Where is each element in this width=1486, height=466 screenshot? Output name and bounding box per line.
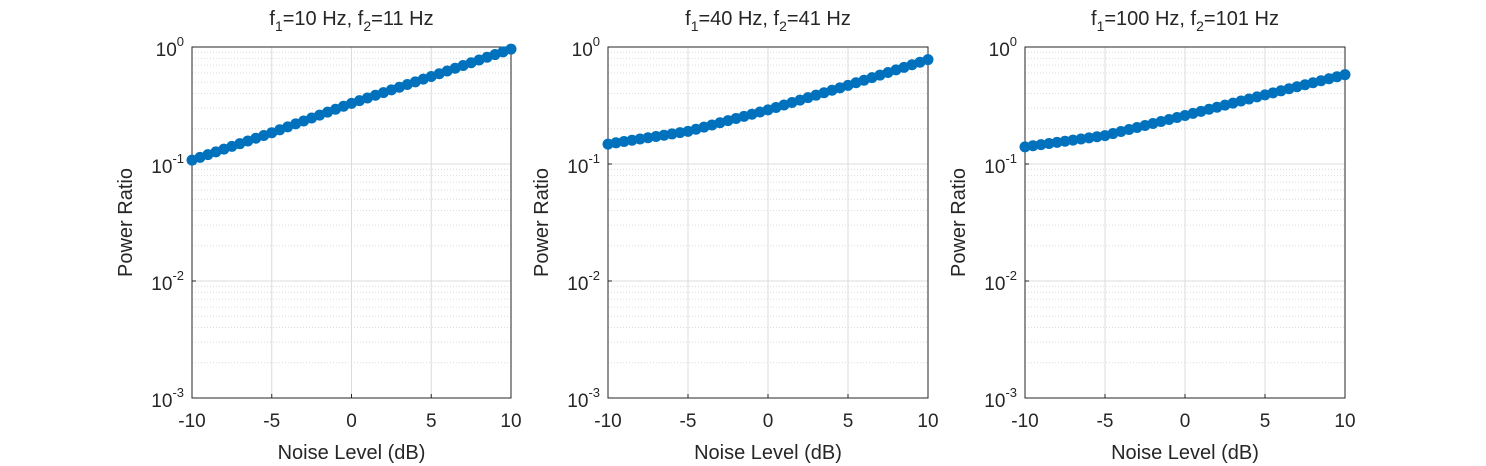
x-tick-label: -5 <box>1097 411 1114 432</box>
y-tick-label: 10-3 <box>567 385 600 412</box>
x-tick-label: -10 <box>178 411 205 432</box>
title-f1-value: =40 Hz, <box>699 8 774 30</box>
title-f2-value: =11 Hz <box>371 8 433 30</box>
title-f1-label: f <box>1091 8 1097 30</box>
y-tick-label: 10-3 <box>151 385 184 412</box>
x-tick-label: 10 <box>500 411 521 432</box>
x-axis-label: Noise Level (dB) <box>694 442 842 464</box>
data-point <box>505 43 517 55</box>
title-f1-subscript: 1 <box>275 18 283 34</box>
y-tick-label: 10-1 <box>151 151 184 178</box>
title-f2-value: =101 Hz <box>1204 8 1279 30</box>
title-f2-label: f <box>358 8 364 30</box>
series-markers <box>186 43 517 166</box>
y-axis-label: Power Ratio <box>948 168 970 277</box>
series-markers <box>1019 69 1351 153</box>
x-tick-label: 10 <box>917 411 938 432</box>
y-tick-label: 10-1 <box>567 151 600 178</box>
subplot-1: f1=10 Hz, f2=11 Hz Noise Level (dB) Powe… <box>115 8 522 464</box>
x-tick-label: 0 <box>346 411 357 432</box>
title-f1-value: =100 Hz, <box>1104 8 1190 30</box>
title-f1-label: f <box>269 8 275 30</box>
x-tick-label: 5 <box>1260 411 1271 432</box>
data-point <box>922 54 934 66</box>
x-tick-label: -10 <box>1011 411 1038 432</box>
y-tick-label: 10-2 <box>567 268 600 295</box>
title-f2-value: =41 Hz <box>787 8 851 30</box>
x-tick-label: -5 <box>263 411 280 432</box>
y-tick-label: 100 <box>989 34 1017 61</box>
y-tick-label: 10-3 <box>984 385 1017 412</box>
series-markers <box>602 54 934 150</box>
y-tick-label: 10-1 <box>984 151 1017 178</box>
x-tick-label: -5 <box>680 411 697 432</box>
y-tick-label: 10-2 <box>984 268 1017 295</box>
x-tick-label: 5 <box>843 411 854 432</box>
x-tick-label: 5 <box>426 411 437 432</box>
x-tick-label: 0 <box>1180 411 1191 432</box>
x-axis-label: Noise Level (dB) <box>1111 442 1259 464</box>
title-f1-subscript: 1 <box>691 18 699 34</box>
title-f1-subscript: 1 <box>1097 18 1105 34</box>
y-axis-label: Power Ratio <box>115 168 137 277</box>
title-f2-label: f <box>774 8 780 30</box>
title-f2-subscript: 2 <box>363 18 371 34</box>
subplot-title: f1=100 Hz, f2=101 Hz <box>1091 8 1279 34</box>
subplot-title: f1=40 Hz, f2=41 Hz <box>685 8 851 34</box>
subplot-3: f1=100 Hz, f2=101 Hz Noise Level (dB) Po… <box>948 8 1356 464</box>
x-axis-label: Noise Level (dB) <box>278 442 426 464</box>
title-f2-subscript: 2 <box>1196 18 1204 34</box>
title-f1-value: =10 Hz, <box>283 8 358 30</box>
title-f2-label: f <box>1191 8 1197 30</box>
x-tick-label: 0 <box>763 411 774 432</box>
y-tick-label: 100 <box>156 34 184 61</box>
title-f2-subscript: 2 <box>779 18 787 34</box>
subplot-title: f1=10 Hz, f2=11 Hz <box>269 8 433 34</box>
x-tick-label: -10 <box>594 411 621 432</box>
title-f1-label: f <box>685 8 691 30</box>
y-tick-label: 100 <box>572 34 600 61</box>
subplot-2: f1=40 Hz, f2=41 Hz Noise Level (dB) Powe… <box>531 8 939 464</box>
data-point <box>1339 69 1351 81</box>
y-tick-label: 10-2 <box>151 268 184 295</box>
y-axis-label: Power Ratio <box>531 168 553 277</box>
x-tick-label: 10 <box>1334 411 1355 432</box>
